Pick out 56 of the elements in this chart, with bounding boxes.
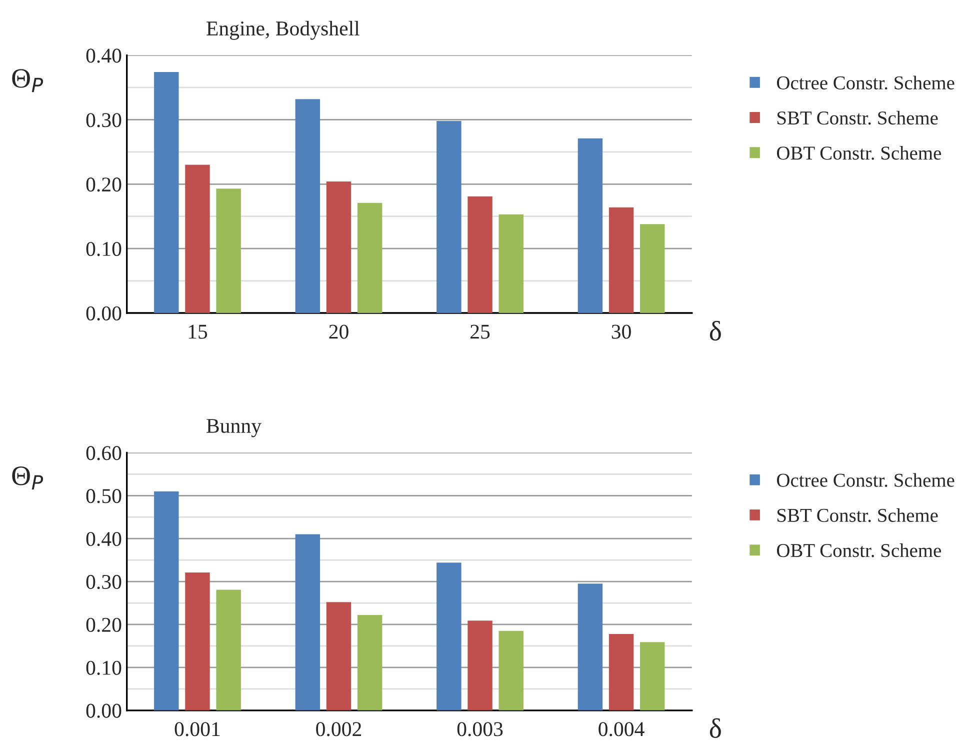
x-tick-label: 30 — [612, 324, 631, 339]
x-tick-label: 15 — [188, 324, 208, 339]
x-tick-label: 0.002 — [316, 722, 362, 736]
bar — [640, 642, 665, 710]
y-tick-label: 0.20 — [86, 618, 122, 632]
x-tick-label: 20 — [329, 324, 348, 339]
bar — [436, 562, 462, 710]
bar — [326, 182, 352, 313]
bar — [468, 620, 492, 710]
bar — [468, 196, 492, 313]
x-axis-title: δ — [710, 320, 721, 341]
legend-label: OBT Constr. Scheme — [776, 543, 941, 558]
bar — [326, 602, 352, 710]
y-tick-label: 0.60 — [86, 446, 122, 460]
x-axis-title: δ — [710, 718, 721, 738]
legend-label: SBT Constr. Scheme — [777, 110, 938, 125]
y-tick-label: 0.10 — [86, 660, 122, 675]
bar — [357, 202, 382, 313]
y-tick-label: 0.00 — [86, 704, 122, 718]
x-tick-label: 25 — [470, 324, 490, 339]
y-tick-label: 0.50 — [86, 489, 122, 504]
y-tick-label: 0.40 — [86, 48, 122, 63]
y-tick-label: 0.30 — [86, 574, 122, 590]
bar — [608, 634, 634, 710]
y-tick-label: 0.40 — [86, 532, 122, 546]
x-tick-label: 0.001 — [174, 722, 220, 736]
legend-label: SBT Constr. Scheme — [777, 508, 938, 522]
legend-label: Octree Constr. Scheme — [776, 473, 954, 487]
chart-title: Engine, Bodyshell — [206, 20, 360, 40]
chart-title: Bunny — [206, 419, 262, 438]
bar — [185, 572, 210, 710]
bar — [640, 224, 665, 313]
bar — [608, 207, 634, 313]
bar — [216, 188, 241, 313]
bar — [216, 590, 241, 710]
y-axis-title: Θ$_{P}$ — [12, 69, 44, 92]
bar — [578, 138, 603, 313]
bar — [154, 72, 179, 313]
bar — [357, 615, 382, 710]
bar — [185, 164, 210, 313]
bar — [498, 630, 524, 710]
bar — [436, 120, 462, 313]
bar — [295, 99, 320, 313]
legend-label: Octree Constr. Scheme — [776, 76, 954, 90]
y-tick-label: 0.30 — [86, 113, 122, 128]
y-tick-label: 0.00 — [86, 306, 122, 321]
x-tick-label: 0.004 — [598, 722, 644, 736]
bar — [498, 214, 524, 313]
bar — [295, 534, 320, 710]
bar — [578, 584, 603, 710]
bar — [154, 491, 179, 710]
x-tick-label: 0.003 — [457, 722, 503, 736]
y-tick-label: 0.10 — [86, 242, 122, 256]
y-axis-title: Θ$_{P}$ — [12, 466, 44, 490]
y-tick-label: 0.20 — [86, 178, 122, 192]
legend-label: OBT Constr. Scheme — [776, 146, 941, 160]
